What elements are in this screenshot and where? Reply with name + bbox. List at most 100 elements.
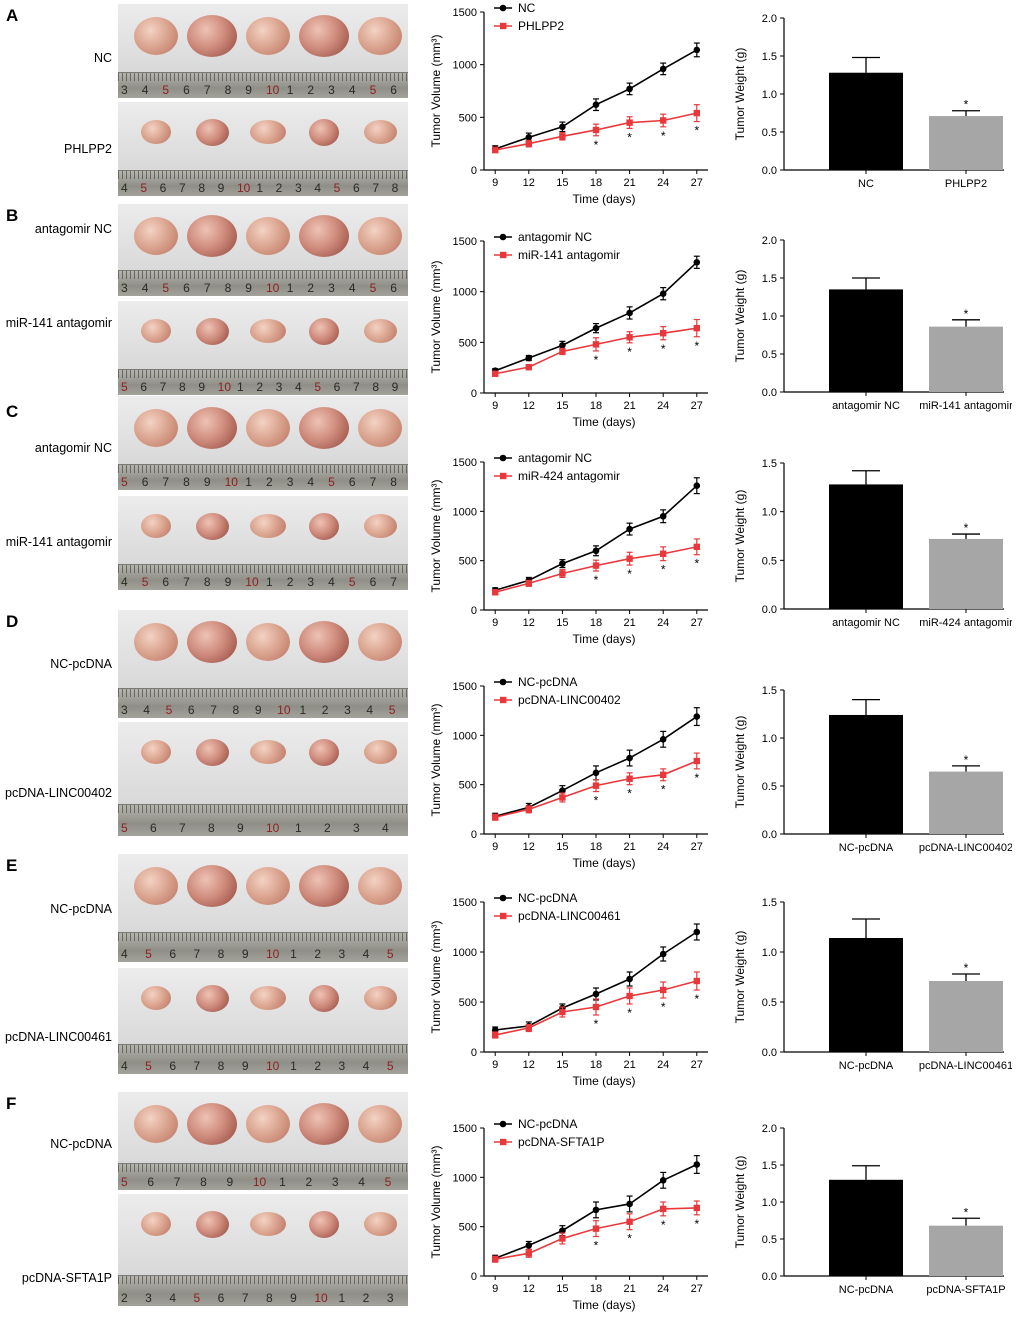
x-tick-label: 12 (523, 617, 535, 629)
y-tick-label: 1000 (453, 947, 477, 959)
group-label: NC (93, 51, 112, 65)
data-point (660, 117, 667, 124)
data-point (659, 290, 667, 297)
ruler-number: 10 (237, 181, 251, 195)
x-tick-label: NC-pcDNA (839, 1060, 894, 1072)
tumor (187, 865, 237, 907)
y-tick-label: 1.0 (762, 89, 777, 101)
data-point (559, 1008, 566, 1016)
y-tick-label: 1.5 (762, 685, 777, 697)
tumor-photo: 5 6 7 8 9 10 1 2 3 4 5 6 7 8 9 (118, 301, 408, 395)
ruler: 4 5 6 7 8 9 10 1 2 3 4 5 6 7 (118, 563, 408, 590)
y-tick-label: 0 (471, 1047, 477, 1059)
data-point (626, 992, 633, 1000)
bar (929, 771, 1003, 834)
ruler-number: 2 (321, 703, 329, 717)
ruler-number: 3 (295, 181, 302, 195)
x-tick-label: 18 (590, 400, 602, 412)
ruler-number: 1 (290, 947, 297, 961)
legend-label: PHLPP2 (518, 19, 564, 33)
ruler-number: 1 (290, 1059, 297, 1073)
tumor (246, 1105, 290, 1143)
tumor (195, 984, 229, 1012)
bar (829, 938, 903, 1052)
data-point (592, 1206, 600, 1214)
tumor (358, 1105, 402, 1143)
y-tick-label: 2.0 (762, 13, 777, 25)
y-tick-label: 1.0 (762, 1197, 777, 1209)
x-tick-label: 24 (657, 1059, 669, 1071)
ruler-number: 7 (193, 1059, 201, 1073)
panel-e: E NC-pcDNA 4 5 6 7 8 9 10 1 2 3 4 5 pcDNA-LINC00461 4 5 6… (0, 850, 1020, 1088)
x-tick-label: 24 (657, 400, 669, 412)
ruler-number: 2 (362, 1291, 370, 1305)
significance-star: * (964, 98, 969, 112)
ruler-number: 8 (208, 821, 215, 835)
y-axis-label: Tumor Volume (mm³) (429, 921, 443, 1034)
data-point (525, 1024, 532, 1032)
weight-bar-chart: 0.0 0.5 1.0 1.5 Tumor Weight (g) antagomir NC… (733, 458, 1012, 629)
ruler-number: 8 (217, 947, 225, 961)
panel-label: A (6, 6, 19, 25)
ruler-number: 2 (314, 1059, 322, 1073)
x-tick-label: 12 (523, 177, 535, 189)
ruler-number: 3 (121, 703, 128, 717)
y-tick-label: 1.5 (762, 897, 777, 909)
ruler-number: 1 (256, 181, 264, 195)
y-tick-label: 1500 (453, 897, 477, 909)
y-tick-label: 0 (471, 388, 477, 400)
ruler-number: 3 (331, 1175, 339, 1189)
legend-label: antagomir NC (518, 451, 592, 465)
data-point (525, 354, 533, 362)
ruler-number: 6 (390, 281, 397, 295)
tumor (299, 621, 349, 663)
tumor-photo: 5 6 7 8 9 10 1 2 3 4 5 6 7 8 (118, 396, 408, 490)
ruler-ticks (118, 805, 408, 814)
tumor (299, 1103, 349, 1145)
weight-bar-chart: 0.0 0.5 1.0 1.5 Tumor Weight (g) NC-pcDNA pcDN… (733, 897, 1012, 1072)
ruler-number: 6 (217, 1291, 225, 1305)
x-tick-label: 27 (691, 617, 703, 629)
x-tick-label: 15 (556, 617, 568, 629)
y-axis-label: Tumor Weight (g) (733, 931, 747, 1024)
ruler-number: 6 (353, 181, 360, 195)
x-axis-label: Time (days) (573, 1298, 636, 1312)
ruler-number: 5 (145, 947, 152, 961)
x-axis-label: Time (days) (573, 1074, 636, 1088)
data-point (525, 140, 532, 147)
x-tick-label: 9 (492, 400, 498, 412)
ruler-number: 1 (286, 281, 294, 295)
tumor (299, 15, 349, 57)
tumor (358, 623, 402, 661)
tumor (187, 1103, 237, 1145)
panel-f: F NC-pcDNA 5 6 7 8 9 10 1 2 3 4 5 pcDNA-SFTA1P 2 3 4 5 6 7 8… (0, 1088, 1020, 1314)
tumor (141, 986, 171, 1010)
group-label: PHLPP2 (64, 142, 112, 156)
y-tick-label: 0.0 (762, 829, 777, 841)
significance-star: * (964, 961, 969, 975)
y-tick-label: 1.0 (762, 311, 777, 323)
ruler: 4 5 6 7 8 9 10 1 2 3 4 5 6 7 8 (118, 169, 408, 196)
ruler-number: 4 (141, 281, 149, 295)
ruler-number: 4 (143, 703, 150, 717)
tumor (309, 1210, 339, 1238)
ruler-number: 10 (266, 281, 280, 295)
group-label: pcDNA-LINC00461 (5, 1030, 112, 1044)
ruler: 4 5 6 7 8 9 10 1 2 3 4 5 (118, 931, 408, 962)
x-tick-label: 9 (492, 177, 498, 189)
tumor (246, 217, 290, 255)
data-point (693, 482, 701, 489)
ruler-number: 7 (353, 380, 360, 394)
ruler-number: 4 (121, 1059, 128, 1073)
ruler-number: 8 (224, 281, 232, 295)
ruler-number: 7 (241, 1291, 249, 1305)
x-tick-label: 21 (623, 400, 635, 412)
y-tick-label: 1000 (453, 287, 477, 299)
data-point (559, 348, 566, 355)
legend-marker (500, 1138, 507, 1146)
ruler-number: 10 (314, 1291, 328, 1305)
bar (929, 981, 1003, 1052)
data-point (492, 146, 499, 154)
y-axis-label: Tumor Volume (mm³) (429, 480, 443, 593)
